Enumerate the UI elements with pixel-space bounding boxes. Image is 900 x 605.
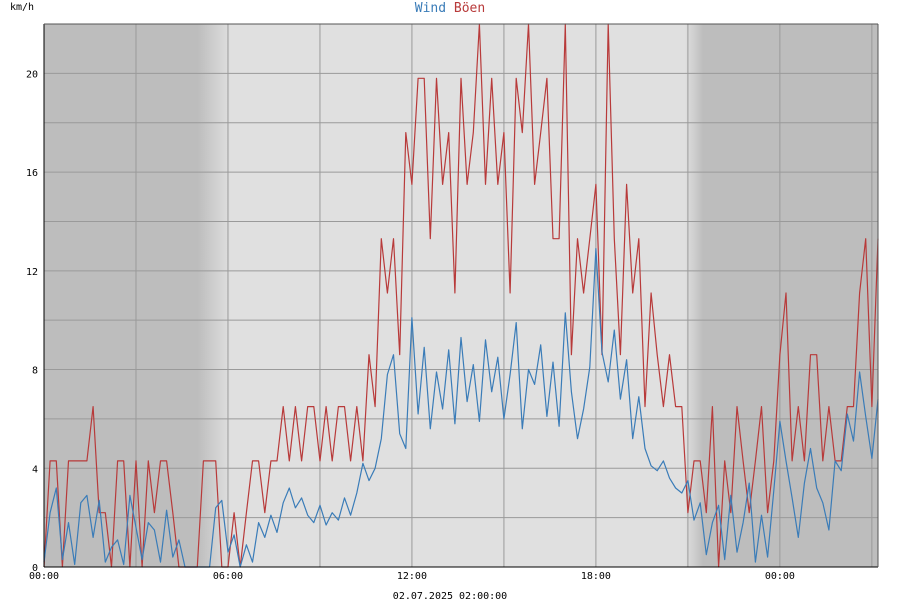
series-line-wind bbox=[43, 248, 879, 568]
plot-background bbox=[44, 24, 878, 567]
x-tick-label: 12:00 bbox=[397, 571, 427, 582]
y-tick-label: 12 bbox=[26, 267, 38, 278]
x-tick-label: 00:00 bbox=[765, 571, 795, 582]
axes: 0 4 8 12 16 20 00:00 06:00 12:00 18:00 00:00 bbox=[26, 23, 879, 582]
chart-legend-title: Wind Böen bbox=[415, 1, 485, 16]
day-night-bands bbox=[44, 24, 878, 567]
y-tick-label: 8 bbox=[32, 366, 38, 377]
y-tick-label: 4 bbox=[32, 464, 38, 475]
y-tick-label: 20 bbox=[26, 69, 38, 80]
y-axis-unit: km/h bbox=[10, 2, 34, 13]
y-tick-label: 16 bbox=[26, 168, 38, 179]
y-tick-label: 0 bbox=[32, 563, 38, 574]
legend-wind: Wind bbox=[415, 1, 446, 16]
x-tick-label: 18:00 bbox=[581, 571, 611, 582]
x-tick-label: 06:00 bbox=[213, 571, 243, 582]
x-axis-date-label: 02.07.2025 02:00:00 bbox=[393, 591, 507, 600]
legend-gust: Böen bbox=[454, 1, 485, 16]
x-tick-label: 00:00 bbox=[29, 571, 59, 582]
